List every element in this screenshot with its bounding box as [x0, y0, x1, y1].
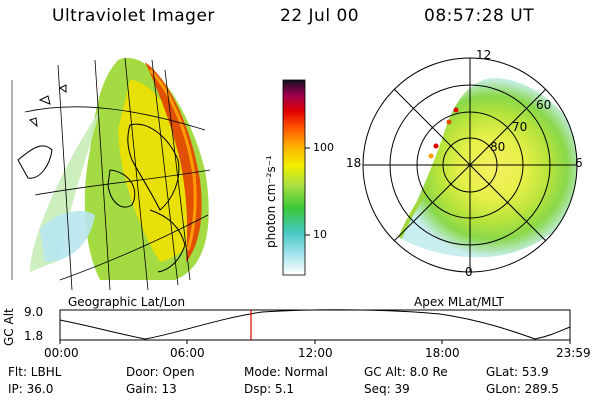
grid-parallel — [59, 214, 209, 281]
altitude-ytick-low: 1.8 — [24, 329, 44, 343]
mlat-label-70: 70 — [512, 120, 528, 134]
altitude-curve — [59, 309, 571, 340]
grid-parallel — [24, 106, 206, 131]
mlat-label-80: 80 — [490, 140, 506, 154]
geographic-panel-label: Geographic Lat/Lon — [68, 295, 186, 309]
aurora-emission-polar — [400, 77, 577, 258]
info-glon: GLon: 289.5 — [486, 382, 559, 396]
altitude-xtick-label: 23:59 — [556, 346, 591, 360]
date-label: 22 Jul 00 — [280, 6, 360, 26]
polar-panel — [362, 57, 578, 273]
aurora-oval-arc — [145, 62, 202, 262]
grid-parallel — [34, 169, 211, 196]
colorbar-unit-label: photon cm⁻²s⁻¹ — [264, 155, 278, 248]
info-seq: Seq: 39 — [364, 382, 410, 396]
altitude-xtick-label: 06:00 — [170, 346, 205, 360]
grid-meridian — [57, 64, 73, 291]
info-mode: Mode: Normal — [244, 365, 328, 379]
polar-axis-diagonal — [393, 88, 547, 242]
coastline-hudson — [107, 169, 136, 208]
colorbar-tick-label-10: 10 — [313, 228, 327, 241]
altitude-plot-frame — [59, 309, 571, 341]
colorbar — [282, 79, 310, 276]
time-label: 08:57:28 UT — [424, 6, 535, 26]
aurora-emission-left-yellow — [118, 80, 200, 262]
mlt-label-18: 18 — [346, 156, 362, 170]
geographic-map-panel — [11, 57, 211, 291]
aurora-oval-arc-core — [148, 68, 197, 251]
altitude-plot — [59, 309, 571, 344]
grid-meridian — [94, 59, 111, 291]
aurora-emission-left-fringe — [40, 210, 95, 262]
polar-hotspot — [428, 153, 434, 159]
mlt-label-12: 12 — [476, 48, 492, 62]
info-door: Door: Open — [126, 365, 195, 379]
info-glat: GLat: 53.9 — [486, 365, 549, 379]
altitude-ytick-high: 9.0 — [24, 305, 44, 319]
coastline-east — [149, 209, 186, 273]
polar-hotspot — [446, 119, 452, 125]
grid-meridian — [124, 57, 149, 291]
grid-meridian — [151, 59, 179, 286]
polar-panel-label: Apex MLat/MLT — [414, 295, 504, 309]
mlt-label-6: 6 — [575, 156, 583, 170]
altitude-xtick-label: 00:00 — [44, 346, 79, 360]
altitude-xtick-label: 12:00 — [298, 346, 333, 360]
info-gc-alt: GC Alt: 8.0 Re — [364, 365, 448, 379]
mlat-label-60: 60 — [536, 98, 552, 112]
mlt-label-0: 0 — [465, 265, 473, 279]
coastline-islands — [29, 84, 67, 128]
coastline-labrador — [127, 123, 180, 211]
info-ip: IP: 36.0 — [8, 382, 54, 396]
altitude-xtick-label: 18:00 — [425, 346, 460, 360]
instrument-title: Ultraviolet Imager — [52, 6, 215, 26]
info-filter: Flt: LBHL — [8, 365, 62, 379]
altitude-ylabel: GC Alt — [2, 308, 16, 346]
polar-hotspot — [433, 143, 439, 149]
polar-hotspot — [453, 107, 459, 113]
info-dsp: Dsp: 5.1 — [244, 382, 295, 396]
info-gain: Gain: 13 — [126, 382, 177, 396]
colorbar-tick-label-100: 100 — [313, 141, 334, 154]
colorbar-gradient — [282, 79, 306, 276]
coastline-greenland — [17, 145, 53, 179]
